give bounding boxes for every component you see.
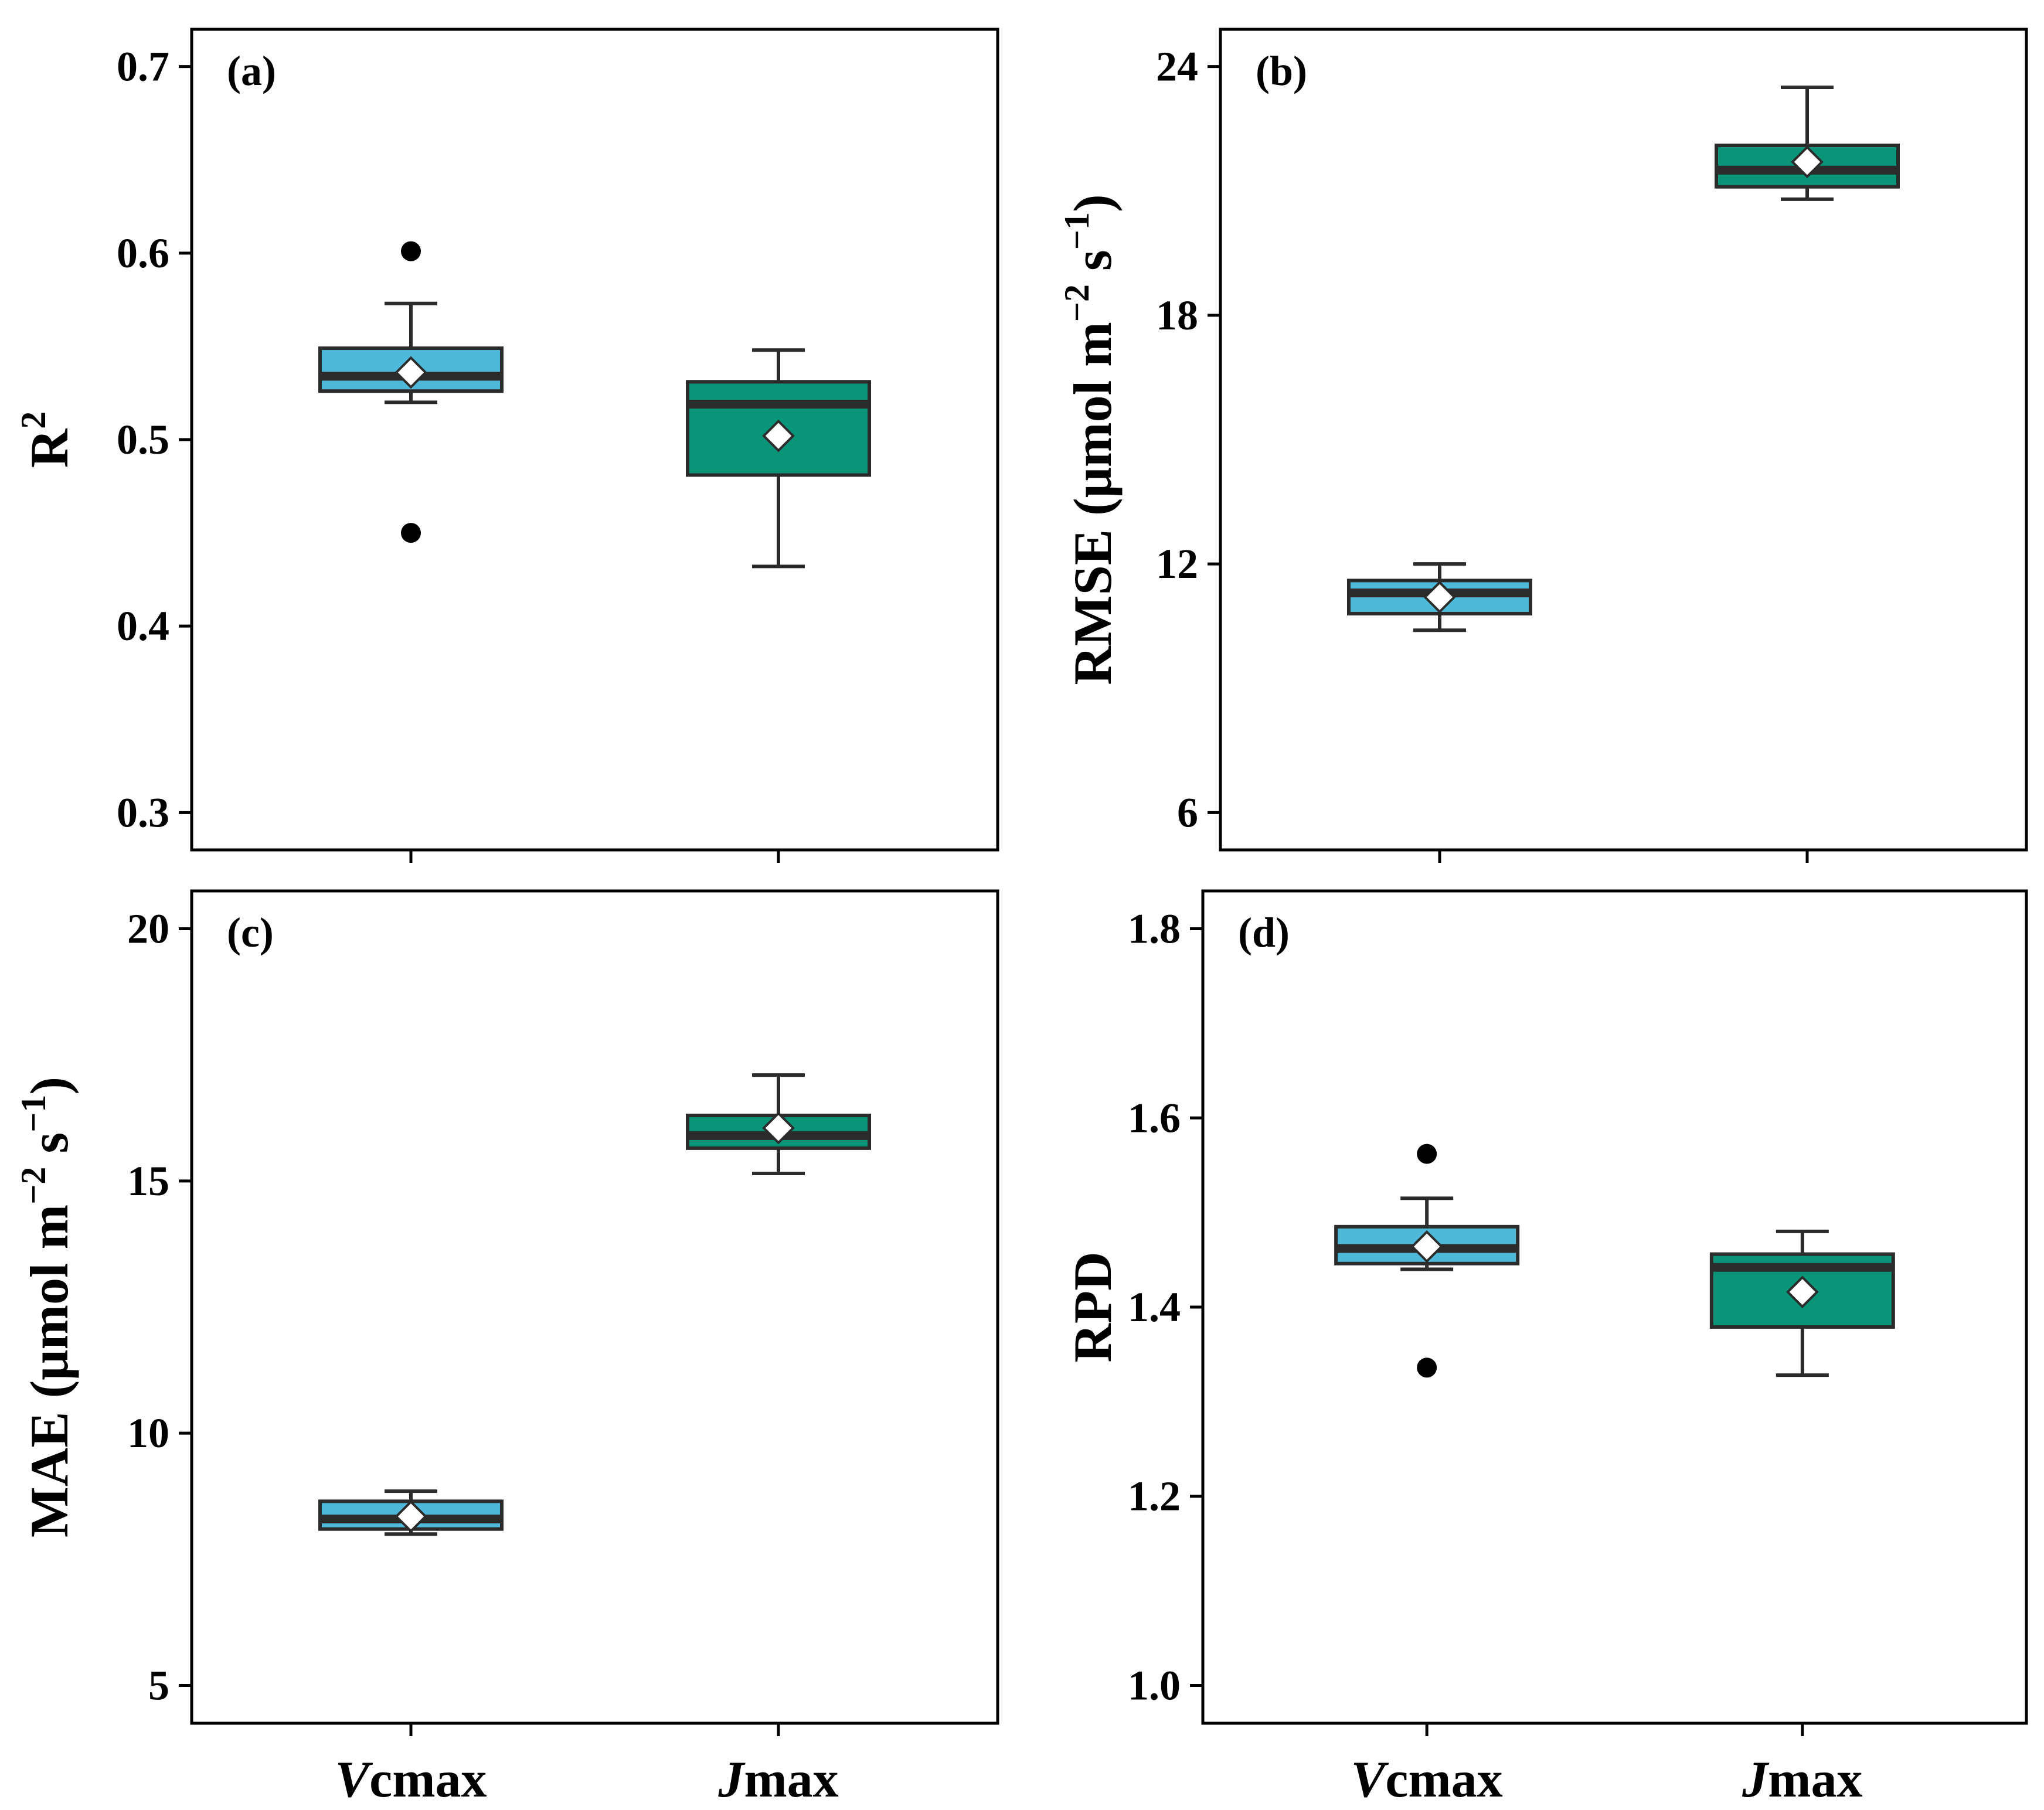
plot-frame [190,28,999,852]
outlier-point [401,523,421,543]
x-category-label: Jmax [1742,1751,1862,1808]
x-category-italic: J [717,1751,746,1808]
panel-a: 0.3 0.4 0.5 0.6 0.7 (a) R2 [14,28,999,863]
y-axis-title-sup2: −1 [1057,212,1096,250]
mean-marker [1410,1230,1443,1263]
x-category-rest: cmax [369,1751,487,1808]
y-tick-label: 24 [1156,43,1198,90]
mean-marker [762,1111,795,1145]
y-tick-label: 0.5 [117,416,169,463]
outlier-point [1417,1358,1437,1378]
y-axis-title-end: ) [1063,194,1123,212]
box-jmax [686,348,871,569]
x-category-italic: V [1351,1751,1389,1808]
panel-d: 1.0 1.2 1.4 1.6 1.8 (d) RPD Vcmax Jmax [1063,889,2028,1808]
mean-marker [1791,145,1824,179]
y-axis-title: R2 [14,411,79,468]
y-tick-label: 1.4 [1128,1284,1181,1331]
y-tick-label: 15 [127,1158,169,1205]
y-axis-title-mid: s [1063,250,1123,284]
box-jmax [1709,1229,1895,1377]
y-tick-label: 6 [1177,789,1198,836]
outlier-point [401,241,421,261]
x-category-italic: V [335,1751,373,1808]
panel-c: 5 10 15 20 (c) MAE (μmol m−2 s−1) Vcmax Jmax [14,889,999,1808]
mean-marker [1786,1275,1819,1309]
x-category-label: Jmax [717,1751,838,1808]
panel-label: (a) [227,47,276,94]
x-category-label: Vcmax [1351,1751,1503,1808]
box-jmax [686,1073,871,1175]
mean-marker [1423,580,1456,614]
y-axis-title-text: RMSE (μmol m [1063,322,1123,685]
box-vcmax [1347,562,1532,632]
plot-frame [1201,889,2028,1725]
box-vcmax [318,1489,504,1536]
panel-label: (d) [1238,909,1290,956]
y-axis-title-sup2: −1 [14,1095,53,1132]
y-axis-title-sup: 2 [14,411,53,429]
box-jmax [1715,85,1900,201]
y-tick-label: 1.2 [1128,1473,1181,1520]
y-tick-label: 12 [1156,540,1198,587]
outlier-point [1417,1144,1437,1164]
y-tick-label: 0.7 [117,43,169,90]
y-axis-title-sup: −2 [1057,284,1096,322]
y-tick-label: 18 [1156,292,1198,339]
y-axis-title-mid: s [19,1132,79,1167]
y-tick-label: 0.3 [117,789,169,836]
box-vcmax [318,241,504,543]
y-axis-title-text: R [19,428,79,468]
y-tick-label: 0.4 [117,603,169,649]
y-tick-label: 20 [127,906,169,952]
y-tick-label: 0.6 [117,230,169,277]
x-category-rest: max [744,1751,838,1808]
y-tick-label: 10 [127,1410,169,1457]
y-tick-label: 5 [148,1662,169,1709]
mean-marker [394,356,427,389]
x-category-italic: J [1742,1751,1770,1808]
y-tick-label: 1.8 [1128,906,1181,952]
plot-frame [190,889,999,1725]
y-axis-title: RPD [1063,1251,1123,1362]
y-axis-title: RMSE (μmol m−2 s−1) [1057,194,1123,685]
mean-marker [394,1500,427,1533]
y-axis-title: MAE (μmol m−2 s−1) [14,1077,79,1537]
y-tick-label: 1.6 [1128,1094,1181,1141]
y-axis-title-text: MAE (μmol m [19,1205,79,1537]
x-category-rest: max [1768,1751,1862,1808]
x-category-rest: cmax [1385,1751,1502,1808]
box-vcmax [1334,1144,1520,1378]
y-axis-title-text: RPD [1063,1251,1123,1362]
mean-marker [762,419,795,452]
panel-label: (c) [227,909,274,956]
y-axis-title-sup: −2 [14,1167,53,1205]
plot-frame [1219,28,2028,852]
x-category-label: Vcmax [335,1751,487,1808]
y-tick-label: 1.0 [1128,1662,1181,1709]
panel-label: (b) [1256,47,1307,94]
panel-b: 6 12 18 24 (b) RMSE (μmol m−2 s−1) [1057,28,2028,863]
y-axis-title-end: ) [19,1077,79,1095]
